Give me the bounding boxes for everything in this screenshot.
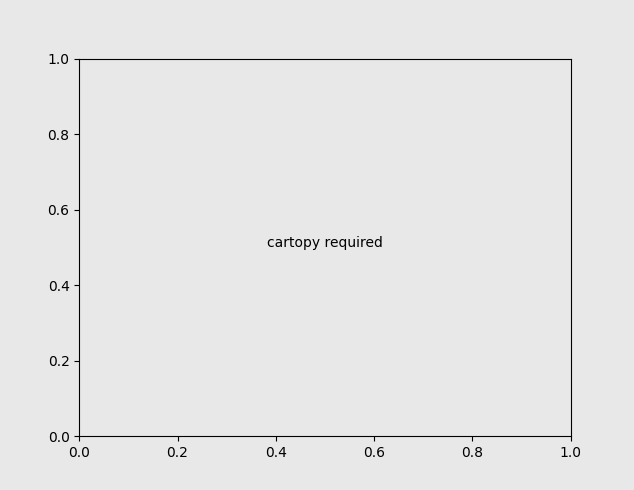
Text: cartopy required: cartopy required: [267, 237, 383, 250]
